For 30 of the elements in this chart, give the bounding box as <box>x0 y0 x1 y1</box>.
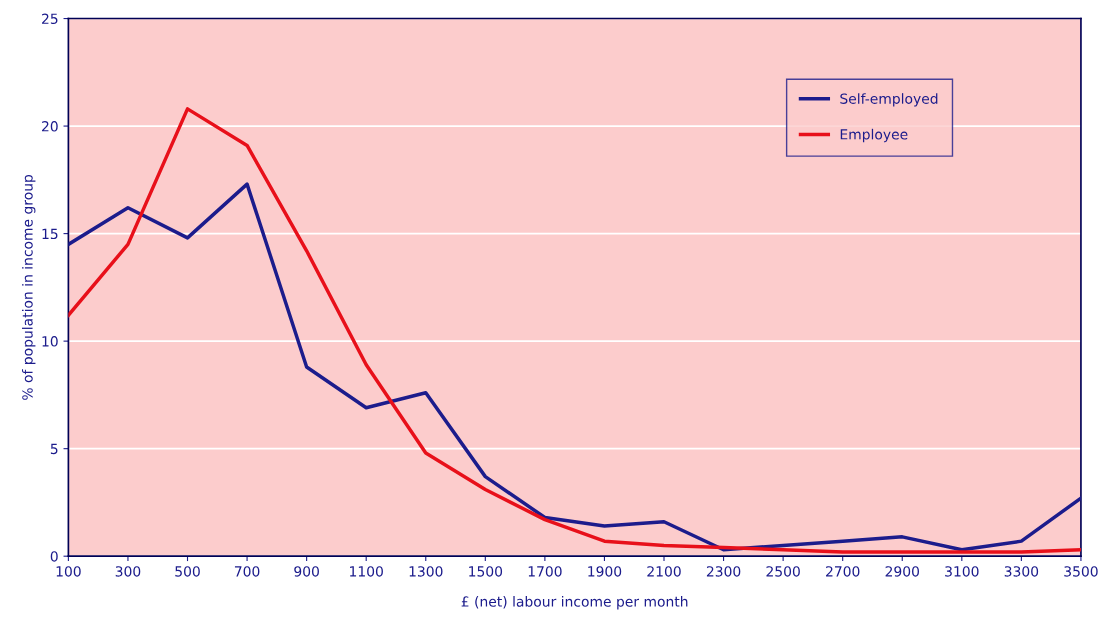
x-axis-title: £ (net) labour income per month <box>461 596 688 610</box>
x-tick-label: 1700 <box>528 566 562 577</box>
x-tick-label: 2300 <box>706 566 741 577</box>
y-tick-label: 10 <box>42 336 58 347</box>
y-axis-title: % of population in income group <box>21 174 36 400</box>
y-tick-label: 25 <box>42 13 58 25</box>
legend-label: Employee <box>840 128 908 143</box>
x-tick-label: 2100 <box>647 566 681 577</box>
y-tick-label: 15 <box>42 228 58 240</box>
x-tick-label: 3100 <box>945 566 979 577</box>
x-tick-label: 2900 <box>885 566 919 577</box>
y-tick-label: 5 <box>50 443 58 455</box>
y-tick-label: 0 <box>50 551 58 562</box>
x-tick-label: 500 <box>175 566 200 577</box>
x-tick-label: 3300 <box>1004 566 1039 577</box>
x-tick-label: 100 <box>56 566 81 577</box>
x-tick-label: 1500 <box>469 566 503 577</box>
x-tick-label: 1900 <box>588 566 622 577</box>
x-tick-label: 300 <box>115 566 141 577</box>
line-series <box>68 182 1081 552</box>
x-tick-label: 2700 <box>826 566 860 577</box>
x-tick-label: 700 <box>234 566 260 577</box>
x-tick-label: 1100 <box>350 566 383 577</box>
legend-label: Self-employed <box>840 93 938 107</box>
line-series <box>68 107 1081 554</box>
x-tick-label: 900 <box>294 566 319 577</box>
y-tick-label: 20 <box>42 121 58 132</box>
x-tick-label: 3500 <box>1064 566 1098 577</box>
x-tick-label: 1300 <box>409 566 443 577</box>
x-tick-label: 2500 <box>766 566 800 577</box>
